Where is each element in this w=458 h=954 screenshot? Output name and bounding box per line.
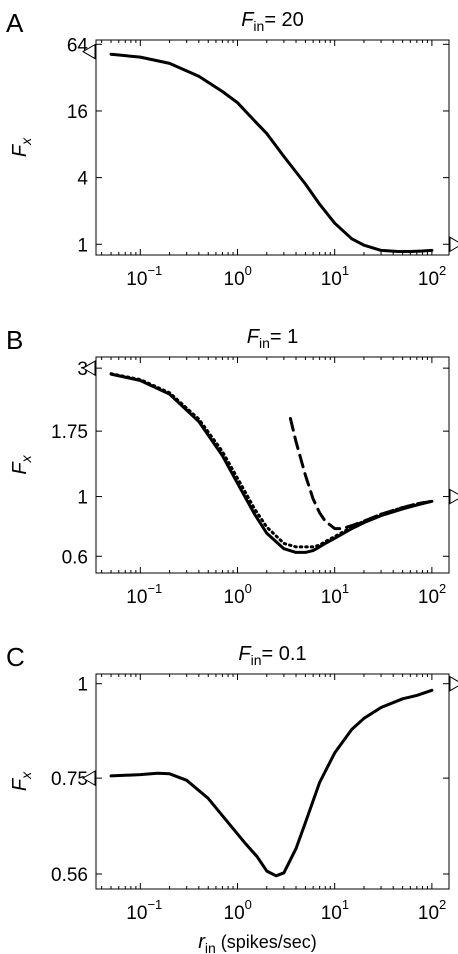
marker-left	[82, 43, 96, 60]
x-tick-base: 10	[224, 269, 245, 290]
panel-letter: B	[6, 325, 23, 355]
x-tick-exponent: 1	[342, 897, 349, 912]
x-tick-label: 100	[224, 897, 252, 924]
xlabel-subscript: in	[205, 940, 216, 954]
x-tick-base: 10	[126, 269, 147, 290]
panel-letter: A	[6, 8, 24, 38]
title-subscript: in	[253, 18, 264, 34]
y-axis-label: Fx	[9, 137, 34, 157]
x-tick-exponent: 2	[439, 263, 446, 278]
title-main: F	[247, 326, 261, 348]
x-tick-exponent: 1	[342, 263, 349, 278]
y-tick-label: 1.75	[51, 422, 88, 443]
chart-title: Fin= 20	[241, 9, 304, 34]
series-solid	[109, 688, 434, 878]
xlabel-main: r	[198, 931, 206, 953]
title-main: F	[241, 9, 255, 31]
y-tick-label: 0.75	[51, 769, 88, 790]
series-solid	[109, 372, 434, 554]
x-tick-exponent: 2	[439, 897, 446, 912]
xlabel-rest: (spikes/sec)	[216, 932, 317, 952]
title-subscript: in	[259, 335, 270, 351]
x-tick-base: 10	[418, 587, 439, 608]
y-tick-label: 4	[77, 169, 88, 190]
x-tick-base: 10	[321, 903, 342, 924]
title-subscript: in	[251, 652, 262, 668]
ylabel-main: F	[9, 461, 31, 475]
x-tick-label: 102	[418, 581, 446, 608]
ylabel-subscript: x	[18, 137, 34, 146]
x-tick-exponent: 0	[245, 897, 252, 912]
x-tick-base: 10	[321, 269, 342, 290]
marker-right	[449, 236, 458, 253]
ylabel-main: F	[9, 777, 31, 791]
marker-left	[82, 360, 96, 377]
x-tick-base: 10	[418, 903, 439, 924]
y-tick-label: 16	[67, 102, 88, 123]
y-tick-label: 1	[77, 675, 88, 696]
x-tick-base: 10	[126, 587, 147, 608]
y-tick-label: 1	[77, 488, 88, 509]
title-main: F	[238, 643, 252, 665]
ylabel-subscript: x	[18, 771, 34, 780]
series-solid	[109, 52, 434, 253]
x-tick-exponent: 2	[439, 581, 446, 596]
y-axis-label: Fx	[9, 454, 34, 474]
marker-right	[449, 675, 458, 692]
x-tick-base: 10	[126, 903, 147, 924]
plot-frame	[95, 356, 450, 574]
series-dashed	[288, 417, 434, 531]
marker-left	[82, 770, 96, 786]
x-tick-base: 10	[321, 587, 342, 608]
x-axis-label: rin (spikes/sec)	[198, 931, 317, 954]
x-tick-label: 100	[224, 263, 252, 290]
y-axis-label: Fx	[9, 771, 34, 791]
x-tick-base: 10	[418, 269, 439, 290]
y-tick-label: 3	[77, 359, 88, 380]
x-tick-label: 10−1	[126, 263, 162, 290]
x-tick-exponent: 1	[342, 581, 349, 596]
plot-frame	[95, 39, 450, 256]
x-tick-exponent: −1	[147, 897, 162, 912]
x-tick-label: 100	[224, 581, 252, 608]
title-rest: = 0.1	[262, 643, 307, 665]
x-tick-label: 101	[321, 263, 349, 290]
x-tick-label: 10−1	[126, 581, 162, 608]
x-tick-label: 10−1	[126, 897, 162, 924]
plot-frame	[95, 673, 450, 890]
y-tick-label: 0.56	[51, 865, 88, 886]
x-tick-exponent: −1	[147, 263, 162, 278]
series-dotted	[109, 372, 434, 549]
title-rest: = 20	[264, 9, 303, 31]
x-tick-label: 102	[418, 263, 446, 290]
x-tick-base: 10	[224, 903, 245, 924]
x-tick-exponent: 0	[245, 581, 252, 596]
ylabel-main: F	[9, 143, 31, 157]
y-tick-label: 0.6	[62, 547, 88, 568]
marker-right	[449, 488, 458, 505]
chart-title: Fin= 0.1	[238, 643, 306, 668]
chart-title: Fin= 1	[247, 326, 298, 351]
x-tick-label: 101	[321, 897, 349, 924]
title-rest: = 1	[270, 326, 298, 348]
x-tick-base: 10	[224, 587, 245, 608]
x-tick-label: 101	[321, 581, 349, 608]
panel-letter: C	[6, 642, 25, 672]
x-tick-exponent: −1	[147, 581, 162, 596]
ylabel-subscript: x	[18, 454, 34, 463]
x-tick-label: 102	[418, 897, 446, 924]
y-tick-label: 1	[77, 235, 88, 256]
x-tick-exponent: 0	[245, 263, 252, 278]
